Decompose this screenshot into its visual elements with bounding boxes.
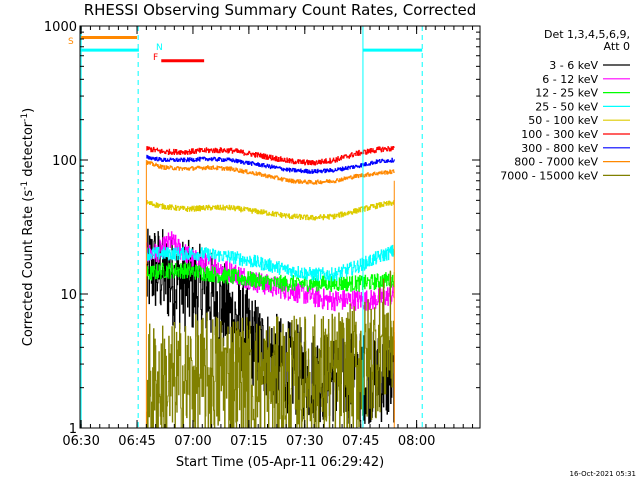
y-tick-label-0: 1 bbox=[69, 422, 77, 437]
y-tick-label-1: 10 bbox=[60, 288, 77, 303]
legend-label-2: 12 - 25 keV bbox=[535, 87, 598, 100]
x-tick-label-0: 06:30 bbox=[62, 434, 99, 449]
series-layer bbox=[145, 146, 395, 429]
legend-label-7: 800 - 7000 keV bbox=[514, 156, 598, 169]
legend-label-0: 3 - 6 keV bbox=[549, 59, 598, 72]
legend-label-1: 6 - 12 keV bbox=[542, 73, 598, 86]
marker-layer bbox=[80, 26, 423, 428]
axes-layer: 06:30 06:45 07:00 07:15 07:30 07:45 08:00 1 10 10… bbox=[44, 20, 480, 449]
series-line-5 bbox=[146, 146, 395, 166]
x-tick-label-2: 07:00 bbox=[174, 434, 211, 449]
series-line-7 bbox=[146, 160, 395, 185]
legend-label-6: 300 - 800 keV bbox=[521, 142, 598, 155]
y-tick-label-2: 100 bbox=[52, 154, 77, 169]
flag-layer: S NF bbox=[68, 36, 423, 63]
legend-label-4: 50 - 100 keV bbox=[528, 114, 598, 127]
y-axis-label: Corrected Count Rate (s-1 detector-1) bbox=[20, 108, 36, 346]
series-line-3 bbox=[146, 244, 395, 282]
flag-label-s: S bbox=[68, 37, 74, 47]
x-tick-label-6: 08:00 bbox=[398, 434, 435, 449]
legend-label-3: 25 - 50 keV bbox=[535, 100, 598, 113]
y-label-sup1: -1 bbox=[20, 181, 30, 190]
series-line-2 bbox=[146, 262, 395, 292]
x-axis-label: Start Time (05-Apr-11 06:29:42) bbox=[176, 455, 384, 470]
legend-header-1: Att 0 bbox=[604, 40, 630, 53]
y-label-sup2: -1 bbox=[20, 113, 30, 122]
plot-frame bbox=[79, 25, 481, 429]
y-label-base: Corrected Count Rate (s bbox=[21, 190, 36, 347]
x-tick-label-1: 06:45 bbox=[118, 434, 155, 449]
x-tick-label-4: 07:30 bbox=[286, 434, 323, 449]
y-label-mid: detector bbox=[21, 121, 36, 181]
chart-title: RHESSI Observing Summary Count Rates, Co… bbox=[84, 1, 477, 19]
flag-label-n: N bbox=[156, 43, 163, 53]
x-tick-label-3: 07:15 bbox=[230, 434, 267, 449]
legend-label-5: 100 - 300 keV bbox=[521, 128, 598, 141]
legend-label-8: 7000 - 15000 keV bbox=[500, 169, 598, 182]
series-line-1 bbox=[146, 231, 395, 312]
x-tick-label-5: 07:45 bbox=[342, 434, 379, 449]
footer-timestamp: 16-Oct-2021 05:31 bbox=[570, 470, 636, 478]
y-label-end: ) bbox=[21, 108, 36, 113]
series-line-6 bbox=[146, 154, 395, 174]
series-line-4 bbox=[146, 200, 395, 221]
y-tick-label-3: 1000 bbox=[44, 20, 77, 35]
flag-label-f: F bbox=[153, 53, 158, 63]
legend-header-0: Det 1,3,4,5,6,9, bbox=[544, 28, 630, 41]
